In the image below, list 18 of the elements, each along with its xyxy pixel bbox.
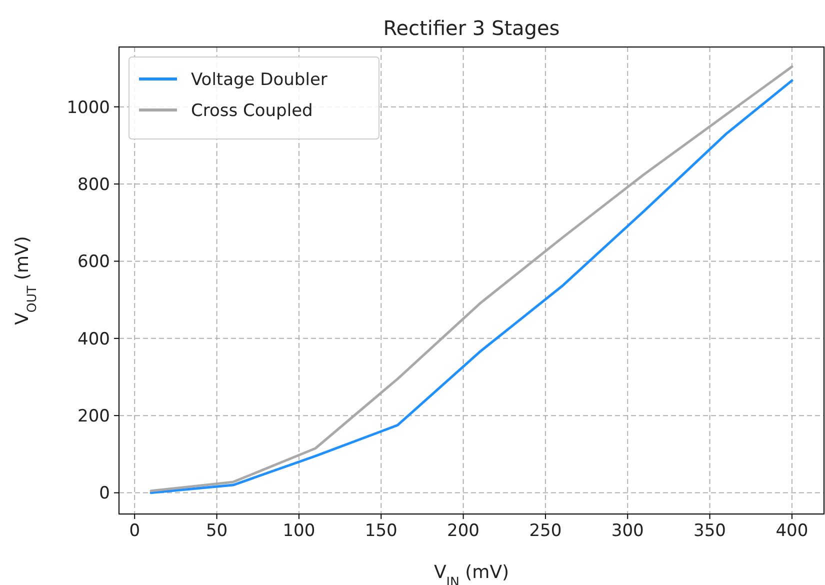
x-tick-label: 100 bbox=[282, 521, 316, 541]
y-tick-label: 1000 bbox=[66, 98, 110, 118]
y-tick-label: 600 bbox=[78, 252, 110, 272]
x-tick-label: 400 bbox=[776, 521, 808, 541]
x-tick-label: 150 bbox=[364, 521, 398, 541]
x-tick-label: 0 bbox=[129, 521, 140, 541]
x-tick-label: 250 bbox=[529, 521, 562, 541]
legend-label: Voltage Doubler bbox=[191, 70, 328, 90]
y-tick-label: 200 bbox=[78, 406, 110, 427]
y-tick-label: 400 bbox=[78, 329, 110, 350]
chart-title: Rectifier 3 Stages bbox=[383, 16, 560, 40]
x-tick-label: 50 bbox=[206, 521, 228, 541]
legend-label: Cross Coupled bbox=[191, 100, 313, 121]
x-tick-label: 300 bbox=[611, 521, 644, 541]
x-tick-label: 350 bbox=[694, 521, 726, 541]
y-tick-label: 0 bbox=[99, 484, 110, 504]
x-tick-label: 200 bbox=[447, 521, 480, 541]
y-tick-label: 800 bbox=[78, 174, 110, 195]
